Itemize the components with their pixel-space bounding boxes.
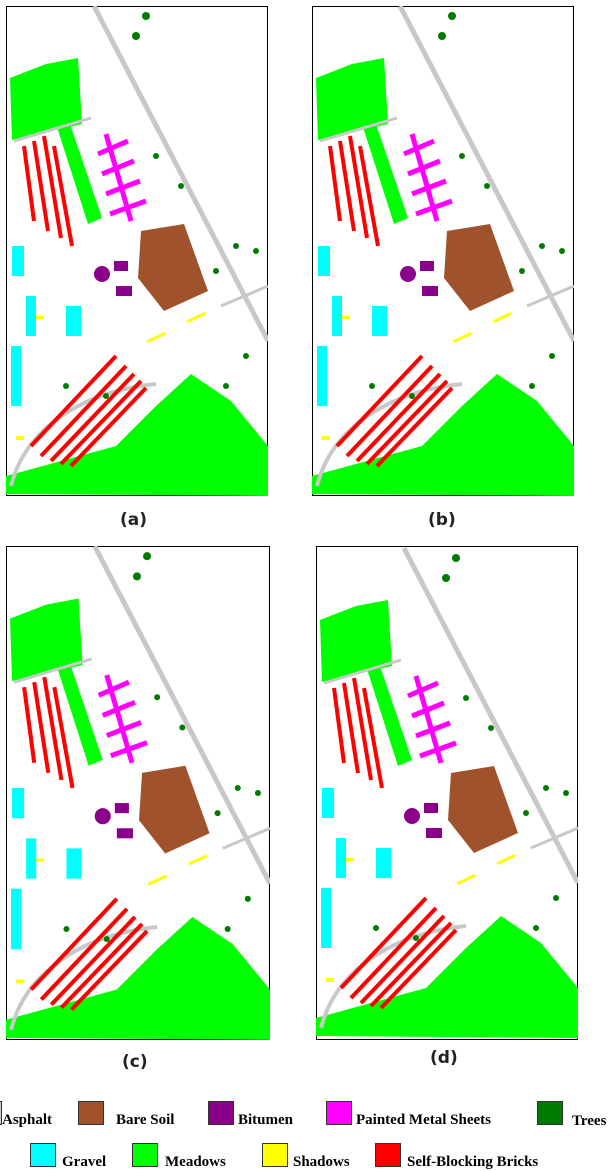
map-d: [316, 546, 578, 1040]
map-b: [312, 6, 574, 496]
legend-swatch: [208, 1101, 234, 1125]
legend-swatch: [78, 1101, 104, 1125]
legend-swatch: [537, 1101, 563, 1125]
legend-label: Asphalt: [2, 1112, 52, 1129]
legend-swatch: [132, 1143, 158, 1167]
legend-swatch: [326, 1101, 352, 1125]
figure: (a) (b) (c) (d) Asphalt Bare Soil Bitumen P…: [0, 0, 614, 1171]
panel-label: (b): [428, 510, 456, 530]
legend-swatch: [375, 1143, 401, 1167]
map-a: [6, 6, 268, 496]
panel-label: (c): [122, 1052, 148, 1072]
panel-label: (a): [120, 510, 147, 530]
map-c: [6, 546, 270, 1040]
legend-swatch: [262, 1143, 288, 1167]
legend-swatch: [30, 1143, 56, 1167]
legend-label: Meadows: [165, 1154, 226, 1171]
legend-label: Painted Metal Sheets: [356, 1112, 491, 1129]
legend-label: Shadows: [293, 1154, 350, 1171]
legend-label: Bare Soil: [116, 1112, 174, 1129]
legend-label: Self-Blocking Bricks: [407, 1154, 538, 1171]
panel-label: (d): [430, 1048, 458, 1068]
legend-label: Bitumen: [238, 1112, 293, 1129]
legend-label: Trees: [572, 1113, 606, 1130]
legend-label: Gravel: [62, 1154, 106, 1171]
